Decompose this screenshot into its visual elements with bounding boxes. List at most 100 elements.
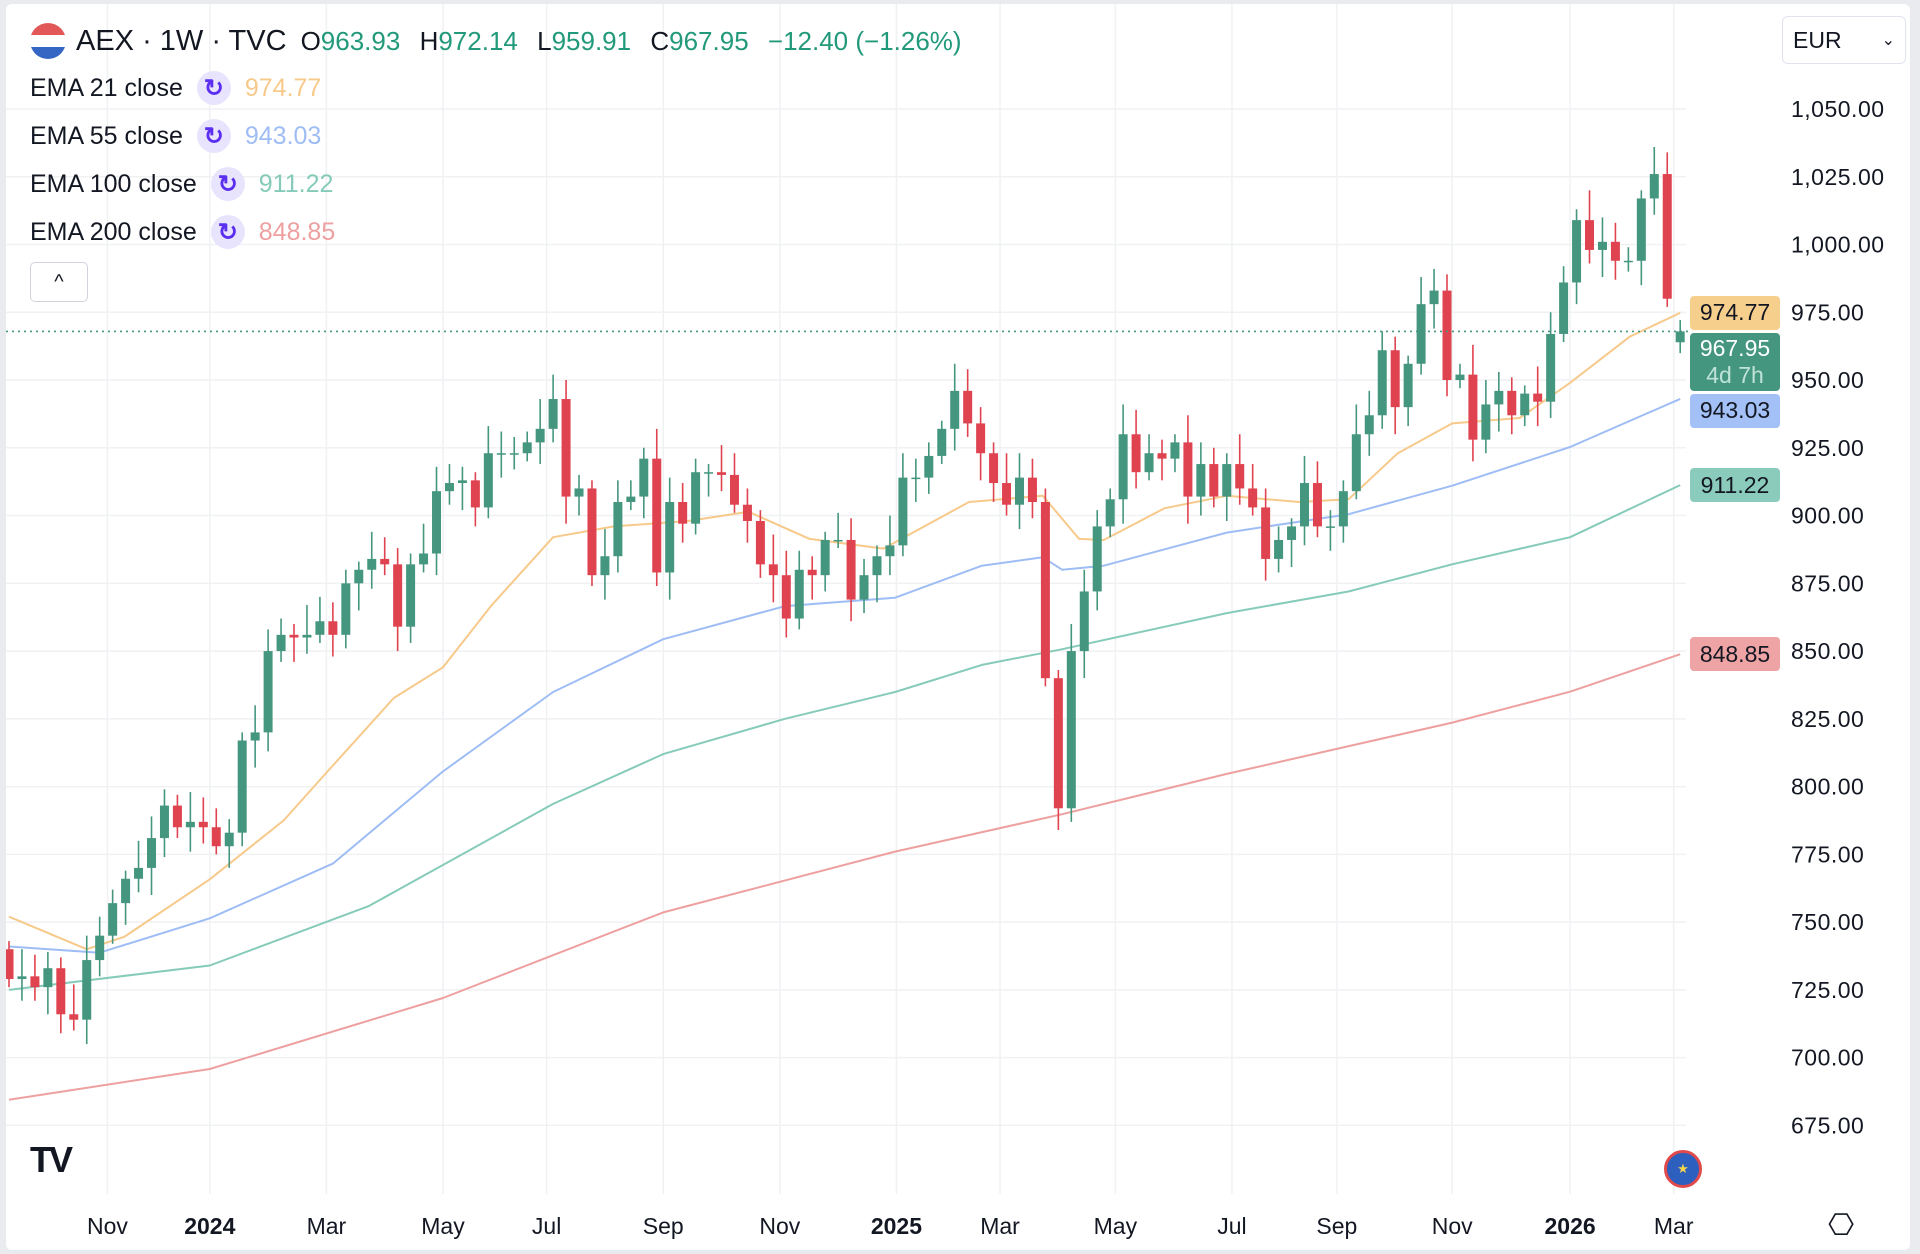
settings-icon[interactable]: ⎔ bbox=[1828, 1209, 1855, 1242]
candle-body bbox=[1183, 442, 1193, 497]
candle-body bbox=[328, 621, 338, 635]
candle-body bbox=[781, 575, 791, 619]
candle-body bbox=[1053, 678, 1063, 809]
chevron-up-icon: ^ bbox=[54, 270, 64, 293]
candle-body bbox=[522, 442, 532, 454]
candle-body bbox=[185, 821, 195, 828]
candle-body bbox=[1416, 304, 1426, 364]
symbol-title[interactable]: AEX · 1W · TVC bbox=[76, 24, 287, 57]
candle-body bbox=[1027, 477, 1037, 503]
candle-body bbox=[1572, 220, 1582, 283]
candle-body bbox=[678, 502, 688, 524]
price-badge-ema: 848.85 bbox=[1690, 637, 1780, 672]
candle-body bbox=[1014, 477, 1024, 505]
x-tick-label: Jul bbox=[1217, 1213, 1246, 1239]
candle-body bbox=[470, 480, 480, 508]
candle-body bbox=[43, 968, 53, 988]
candle-body bbox=[6, 949, 14, 980]
ema-line-3 bbox=[8, 484, 1681, 991]
candle-body bbox=[717, 472, 727, 475]
netherlands-flag-icon bbox=[30, 23, 66, 59]
candle-body bbox=[1144, 453, 1154, 473]
candle-body bbox=[1325, 526, 1335, 528]
indicator-row[interactable]: EMA 200 close ↻ 848.85 bbox=[30, 208, 974, 256]
open-value: 963.93 bbox=[320, 25, 401, 56]
candle-body bbox=[691, 472, 701, 524]
high-value: 972.14 bbox=[438, 25, 518, 56]
candle-body bbox=[108, 903, 118, 936]
candle-body bbox=[1157, 453, 1167, 459]
eu-flag-icon[interactable]: ★ bbox=[1664, 1150, 1702, 1188]
indicator-label: EMA 100 close bbox=[30, 169, 197, 198]
current-price-badge: 967.95 4d 7h bbox=[1690, 332, 1780, 391]
candle-body bbox=[1248, 488, 1258, 508]
candle-body bbox=[406, 564, 416, 627]
x-tick-label: Nov bbox=[759, 1213, 800, 1239]
candle-body bbox=[1235, 464, 1245, 489]
candle-body bbox=[341, 583, 351, 635]
x-tick-label: May bbox=[1094, 1213, 1138, 1239]
candle-body bbox=[159, 805, 169, 839]
candle-body bbox=[1597, 241, 1607, 250]
candle-body bbox=[17, 976, 27, 980]
indicator-row[interactable]: EMA 55 close ↻ 943.03 bbox=[30, 112, 974, 160]
candle-body bbox=[95, 935, 105, 961]
indicator-label: EMA 21 close bbox=[30, 73, 183, 102]
currency-select[interactable]: EUR ⌄ bbox=[1782, 16, 1906, 64]
candle-body bbox=[1675, 331, 1685, 343]
candle-body bbox=[704, 472, 714, 474]
ema-line-2 bbox=[8, 397, 1681, 954]
candle-body bbox=[509, 453, 519, 455]
x-tick-label: Mar bbox=[980, 1213, 1020, 1239]
candle-body bbox=[302, 634, 312, 638]
y-tick-label: 850.00 bbox=[1791, 638, 1864, 664]
candle-body bbox=[1442, 290, 1452, 381]
candle-body bbox=[1105, 499, 1115, 527]
symbol-header: AEX · 1W · TVC O963.93 H972.14 L959.91 C… bbox=[30, 18, 974, 64]
tradingview-logo[interactable]: TV bbox=[30, 1139, 73, 1180]
candle-body bbox=[121, 878, 131, 904]
refresh-icon[interactable]: ↻ bbox=[196, 119, 231, 153]
refresh-icon[interactable]: ↻ bbox=[196, 71, 231, 105]
price-badge-ema: 911.22 bbox=[1690, 468, 1780, 503]
candle-body bbox=[1274, 539, 1284, 559]
refresh-icon[interactable]: ↻ bbox=[210, 215, 245, 249]
candle-body bbox=[626, 496, 636, 503]
currency-value: EUR bbox=[1793, 26, 1842, 53]
candle-body bbox=[548, 399, 558, 429]
y-tick-label: 775.00 bbox=[1791, 841, 1864, 867]
indicator-row[interactable]: EMA 100 close ↻ 911.22 bbox=[30, 160, 974, 208]
candle-body bbox=[1196, 464, 1206, 497]
x-tick-label: Mar bbox=[307, 1213, 347, 1239]
ema-line-4 bbox=[8, 653, 1681, 1101]
candle-body bbox=[794, 569, 804, 619]
candle-body bbox=[1377, 350, 1387, 416]
candle-body bbox=[613, 502, 623, 557]
candle-body bbox=[833, 539, 843, 542]
candle-body bbox=[1585, 220, 1595, 250]
candle-body bbox=[1546, 333, 1556, 402]
indicator-row[interactable]: EMA 21 close ↻ 974.77 bbox=[30, 64, 974, 112]
collapse-legend-button[interactable]: ^ bbox=[30, 262, 88, 302]
refresh-icon[interactable]: ↻ bbox=[210, 167, 245, 201]
close-label: C bbox=[650, 25, 670, 56]
price-badge-ema: 974.77 bbox=[1690, 295, 1780, 330]
candle-body bbox=[393, 564, 403, 627]
candle-body bbox=[419, 553, 429, 565]
candle-body bbox=[30, 976, 40, 988]
candle-body bbox=[1170, 442, 1180, 459]
candle-body bbox=[1662, 174, 1672, 299]
candle-body bbox=[885, 545, 895, 557]
ohlc-values: O963.93 H972.14 L959.91 C967.95 −12.40 (… bbox=[301, 26, 974, 57]
candle-body bbox=[859, 575, 869, 600]
candle-body bbox=[768, 564, 778, 576]
candle-body bbox=[1468, 374, 1478, 440]
candle-body bbox=[1209, 464, 1219, 497]
candle-body bbox=[937, 428, 947, 456]
candle-body bbox=[1131, 434, 1141, 473]
candle-body bbox=[1222, 464, 1232, 497]
candle-body bbox=[587, 488, 597, 576]
candle-body bbox=[820, 539, 830, 576]
candle-body bbox=[82, 960, 92, 1020]
price-chart[interactable]: 1,050.00 1,025.00 1,000.00 975.00 950.00 925.… bbox=[6, 4, 1910, 1250]
